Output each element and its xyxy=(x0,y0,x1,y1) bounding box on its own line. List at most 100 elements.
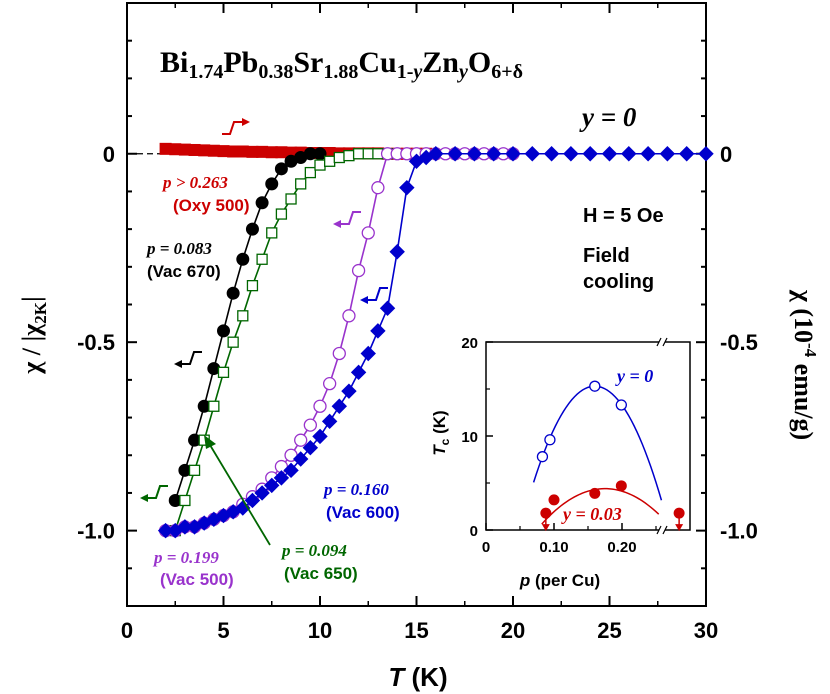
label-p199: p = 0.199 xyxy=(152,548,219,567)
data-point xyxy=(322,376,337,391)
x-axis-label-unit: (K) xyxy=(404,662,447,692)
data-point xyxy=(236,252,250,266)
main-series xyxy=(157,142,714,539)
data-point xyxy=(589,487,601,499)
data-point xyxy=(246,280,259,292)
label-p094-text: p = 0.094 xyxy=(280,541,347,560)
label-vac600: (Vac 600) xyxy=(326,503,400,522)
data-point xyxy=(428,146,444,162)
axis-break-gap xyxy=(659,525,665,535)
x-tick-label: 25 xyxy=(597,618,621,643)
inset-y-tick-label: 20 xyxy=(461,335,478,352)
inset-down-arrow-head xyxy=(675,524,684,532)
field-cooling-label-2: cooling xyxy=(583,271,654,293)
label-p160-text: p = 0.160 xyxy=(322,480,389,499)
data-point xyxy=(188,464,201,476)
inset-label-y0: y = 0 xyxy=(615,366,653,386)
inset-frame xyxy=(485,341,691,531)
title-cu-sub: 1- xyxy=(397,61,414,83)
inset-y-tick-label: 0 xyxy=(470,523,478,540)
data-point xyxy=(264,477,280,494)
x-tick-label: 20 xyxy=(501,618,525,643)
label-vac650: (Vac 650) xyxy=(284,564,358,583)
data-point xyxy=(371,181,385,195)
data-point xyxy=(302,440,319,456)
data-point xyxy=(208,400,220,412)
data-point xyxy=(312,428,328,445)
data-point xyxy=(237,310,249,322)
data-point xyxy=(341,383,357,399)
data-point xyxy=(360,345,376,362)
label-vac500: (Vac 500) xyxy=(160,570,234,589)
x-tick-label: 30 xyxy=(694,618,718,643)
inset-x-tick-label: 0.20 xyxy=(607,539,636,556)
axis-break-mark xyxy=(656,337,662,347)
label-p094: p = 0.094 xyxy=(280,541,347,560)
axis-break-mark xyxy=(662,337,668,347)
data-point xyxy=(524,146,541,162)
inset-x-tick-label: 0 xyxy=(482,539,490,556)
data-point xyxy=(244,492,261,509)
data-point xyxy=(314,159,326,171)
arrow-stroke xyxy=(368,287,388,301)
chart-title: Bi1.74Pb0.38Sr1.88Cu1-yZnyO6+δ xyxy=(160,46,523,83)
data-point xyxy=(255,196,269,210)
y-tick-label-right: -0.5 xyxy=(720,330,758,355)
arrow-stroke xyxy=(222,121,242,135)
data-point xyxy=(245,222,259,236)
arrow-head xyxy=(174,360,182,368)
inset-y-label-T: T xyxy=(430,444,449,456)
inset-x-tick-label: 0.10 xyxy=(539,539,568,556)
data-point xyxy=(303,418,318,432)
data-point xyxy=(274,162,288,176)
inset-x-label-unit: (per Cu) xyxy=(530,571,600,590)
inset-x-label: p (per Cu) xyxy=(519,571,600,590)
data-point xyxy=(447,146,463,162)
green-pointer xyxy=(209,444,271,546)
data-point xyxy=(217,324,230,338)
y-right-sup: -4 xyxy=(801,343,820,358)
data-point xyxy=(275,208,288,220)
data-point xyxy=(485,146,502,162)
inset-y-label: Tc (K) xyxy=(430,410,452,455)
title-cu-sub-y: y xyxy=(411,61,422,83)
title-cu: Cu xyxy=(358,46,396,79)
data-point xyxy=(313,399,327,413)
inset-down-arrow-head xyxy=(541,524,550,532)
green-pointer-head xyxy=(204,435,216,449)
data-point xyxy=(256,253,268,265)
label-p199-text: p = 0.199 xyxy=(152,548,219,567)
data-point xyxy=(292,451,309,467)
data-point xyxy=(640,146,656,162)
data-point xyxy=(582,146,598,162)
data-point xyxy=(332,346,346,361)
data-point xyxy=(351,263,366,278)
data-point xyxy=(589,380,601,392)
title-sr-sub: 1.88 xyxy=(323,61,358,83)
data-point xyxy=(285,193,297,205)
x-tick-label: 5 xyxy=(217,618,229,643)
inset-y-tick-label: 10 xyxy=(461,429,478,446)
data-point xyxy=(698,146,714,162)
y-left-chi: χ / |χ xyxy=(17,323,46,375)
arrow-head xyxy=(333,220,341,228)
y-axis-label-right: χ (10-4 emu/g) xyxy=(789,289,820,440)
y-axis-label-left: χ / |χ2K| xyxy=(17,296,50,374)
data-point xyxy=(226,286,240,300)
arrow-head xyxy=(140,494,148,502)
y-right-end: emu/g) xyxy=(789,357,818,440)
axis-break-gap xyxy=(659,337,665,347)
x-tick-label: 15 xyxy=(404,618,428,643)
data-point xyxy=(362,148,374,160)
y-left-end: | xyxy=(17,296,46,302)
data-point xyxy=(331,398,348,414)
data-point xyxy=(563,146,579,162)
data-point xyxy=(342,309,356,323)
title-o-sub: 6+δ xyxy=(491,61,523,83)
title-bi-sub: 1.74 xyxy=(188,61,223,83)
inset-fit-y003 xyxy=(541,487,660,525)
x-axis-label-T: T xyxy=(388,662,406,692)
data-point xyxy=(544,434,556,446)
data-point xyxy=(615,480,627,492)
